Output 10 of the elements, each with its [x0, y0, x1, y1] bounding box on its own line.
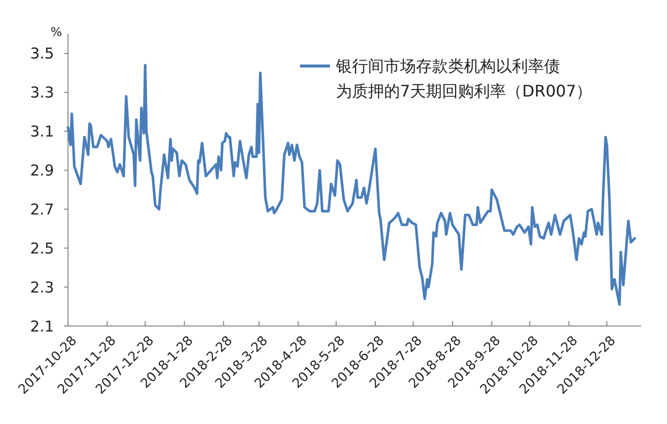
y-tick-label: 2.3 — [30, 278, 54, 296]
y-tick-label: 3.1 — [30, 122, 54, 141]
y-tick-label: 3.5 — [30, 44, 54, 63]
y-tick-label: 2.7 — [30, 200, 54, 218]
y-tick-label: 2.1 — [30, 317, 54, 336]
y-tick-label: 3.3 — [30, 84, 54, 102]
y-tick-label: 2.5 — [30, 239, 54, 258]
y-tick-label: 2.9 — [30, 162, 54, 180]
y-axis-title: % — [50, 25, 62, 39]
legend-label: 银行间市场存款类机构以利率债为质押的7天期回购利率（DR007） — [335, 56, 592, 101]
